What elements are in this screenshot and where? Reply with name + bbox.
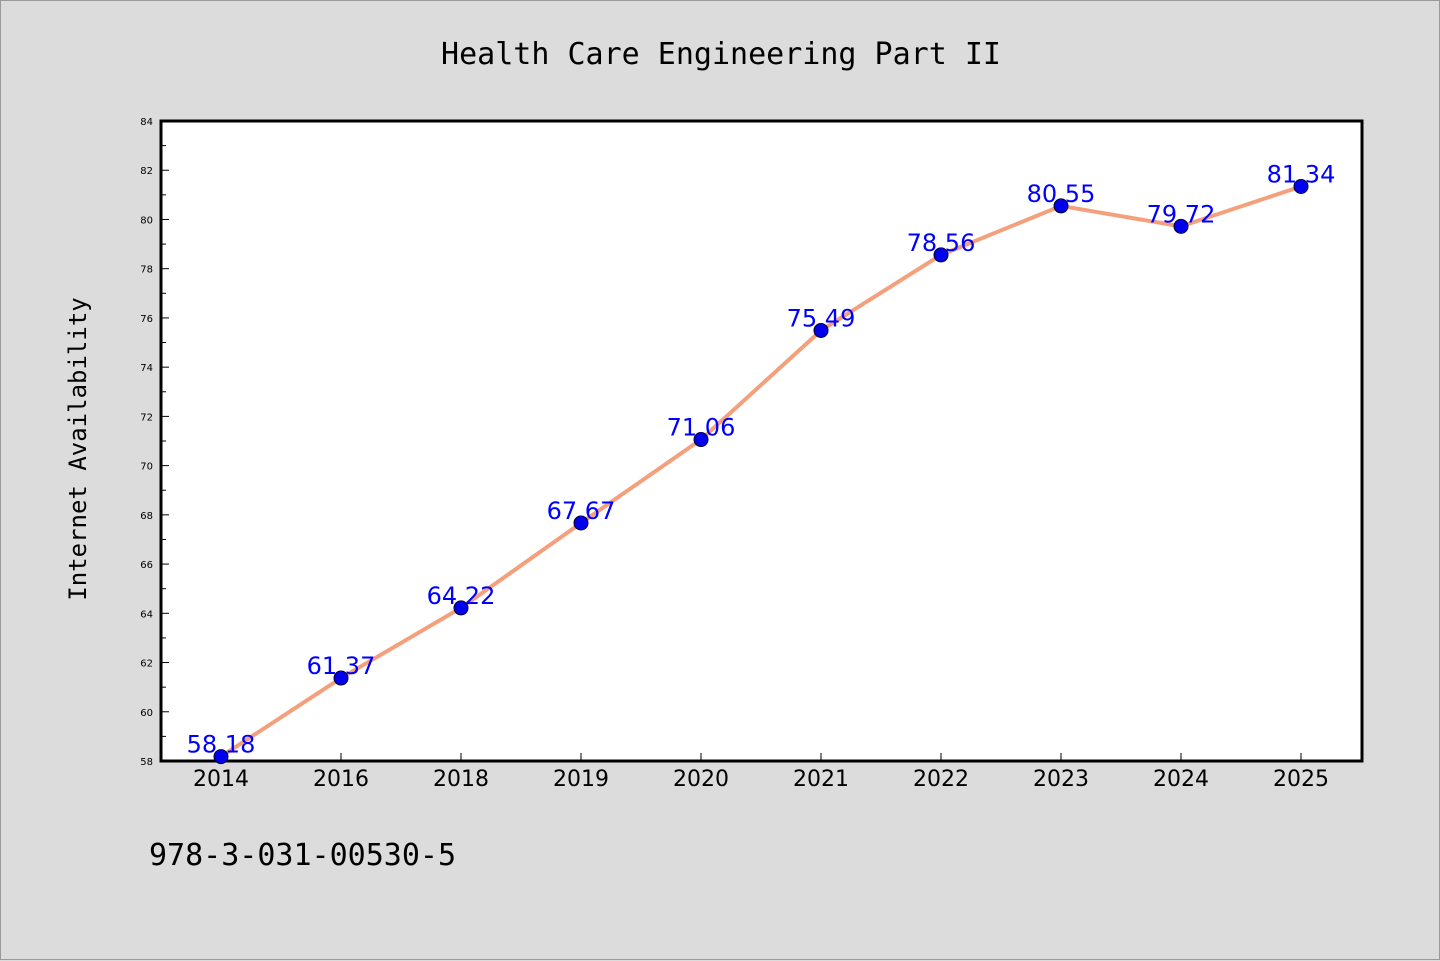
data-label: 81.34: [1267, 160, 1336, 188]
data-label: 67.67: [547, 497, 616, 525]
x-tick-label: 2025: [1273, 767, 1329, 792]
x-tick-label: 2014: [193, 767, 249, 792]
data-point: [1053, 198, 1069, 214]
data-point: [1173, 218, 1189, 234]
y-tick-label: 68: [140, 511, 153, 522]
x-tick-label: 2019: [553, 767, 609, 792]
isbn-footer: 978-3-031-00530-5: [149, 838, 456, 873]
y-tick-label: 74: [140, 363, 153, 374]
data-label: 75.49: [787, 304, 856, 332]
y-tick-label: 80: [140, 215, 153, 226]
data-label: 71.06: [667, 414, 736, 442]
x-tick-label: 2020: [673, 767, 729, 792]
data-point: [1293, 178, 1309, 194]
y-tick-label: 72: [140, 412, 153, 423]
y-tick-label: 78: [140, 265, 153, 276]
y-tick-label: 70: [140, 462, 153, 473]
y-axis: 58 60 62 64 66 68 70 72 74 76 78 80 82 84: [140, 117, 169, 768]
series-line: [219, 184, 1303, 759]
data-point: [453, 600, 469, 616]
y-tick-label: 84: [140, 117, 153, 128]
data-label: 61.37: [307, 652, 376, 680]
series-group: 58.18 61.37 64.22 67.67 71.06 75.49 78.56 80.55…: [187, 160, 1336, 765]
x-tick-label: 2022: [913, 767, 969, 792]
x-axis: 2014 2016 2018 2019 2020 2021 2022 2023 2024 2025: [193, 753, 1329, 792]
data-point: [573, 515, 589, 531]
data-label: 80.55: [1027, 180, 1096, 208]
y-tick-label: 62: [140, 659, 153, 670]
x-tick-label: 2021: [793, 767, 849, 792]
x-tick-label: 2023: [1033, 767, 1089, 792]
data-point: [333, 670, 349, 686]
chart-title: Health Care Engineering Part II: [441, 37, 1001, 72]
y-tick-label: 64: [140, 609, 153, 620]
y-tick-label: 82: [140, 166, 153, 177]
data-label: 79.72: [1147, 200, 1216, 228]
y-axis-label: Internet Availability: [64, 297, 92, 600]
y-tick-label: 58: [140, 757, 153, 768]
x-tick-label: 2016: [313, 767, 369, 792]
data-point: [693, 432, 709, 448]
data-label: 64.22: [427, 582, 496, 610]
x-tick-label: 2024: [1153, 767, 1209, 792]
x-tick-label: 2018: [433, 767, 489, 792]
y-tick-label: 76: [140, 314, 153, 325]
data-point: [813, 322, 829, 338]
y-tick-label: 66: [140, 560, 153, 571]
plot-area: [159, 119, 1364, 763]
data-point: [213, 749, 229, 765]
data-label: 78.56: [907, 229, 976, 257]
data-label: 58.18: [187, 731, 256, 759]
y-tick-label: 60: [140, 708, 153, 719]
data-point: [933, 247, 949, 263]
